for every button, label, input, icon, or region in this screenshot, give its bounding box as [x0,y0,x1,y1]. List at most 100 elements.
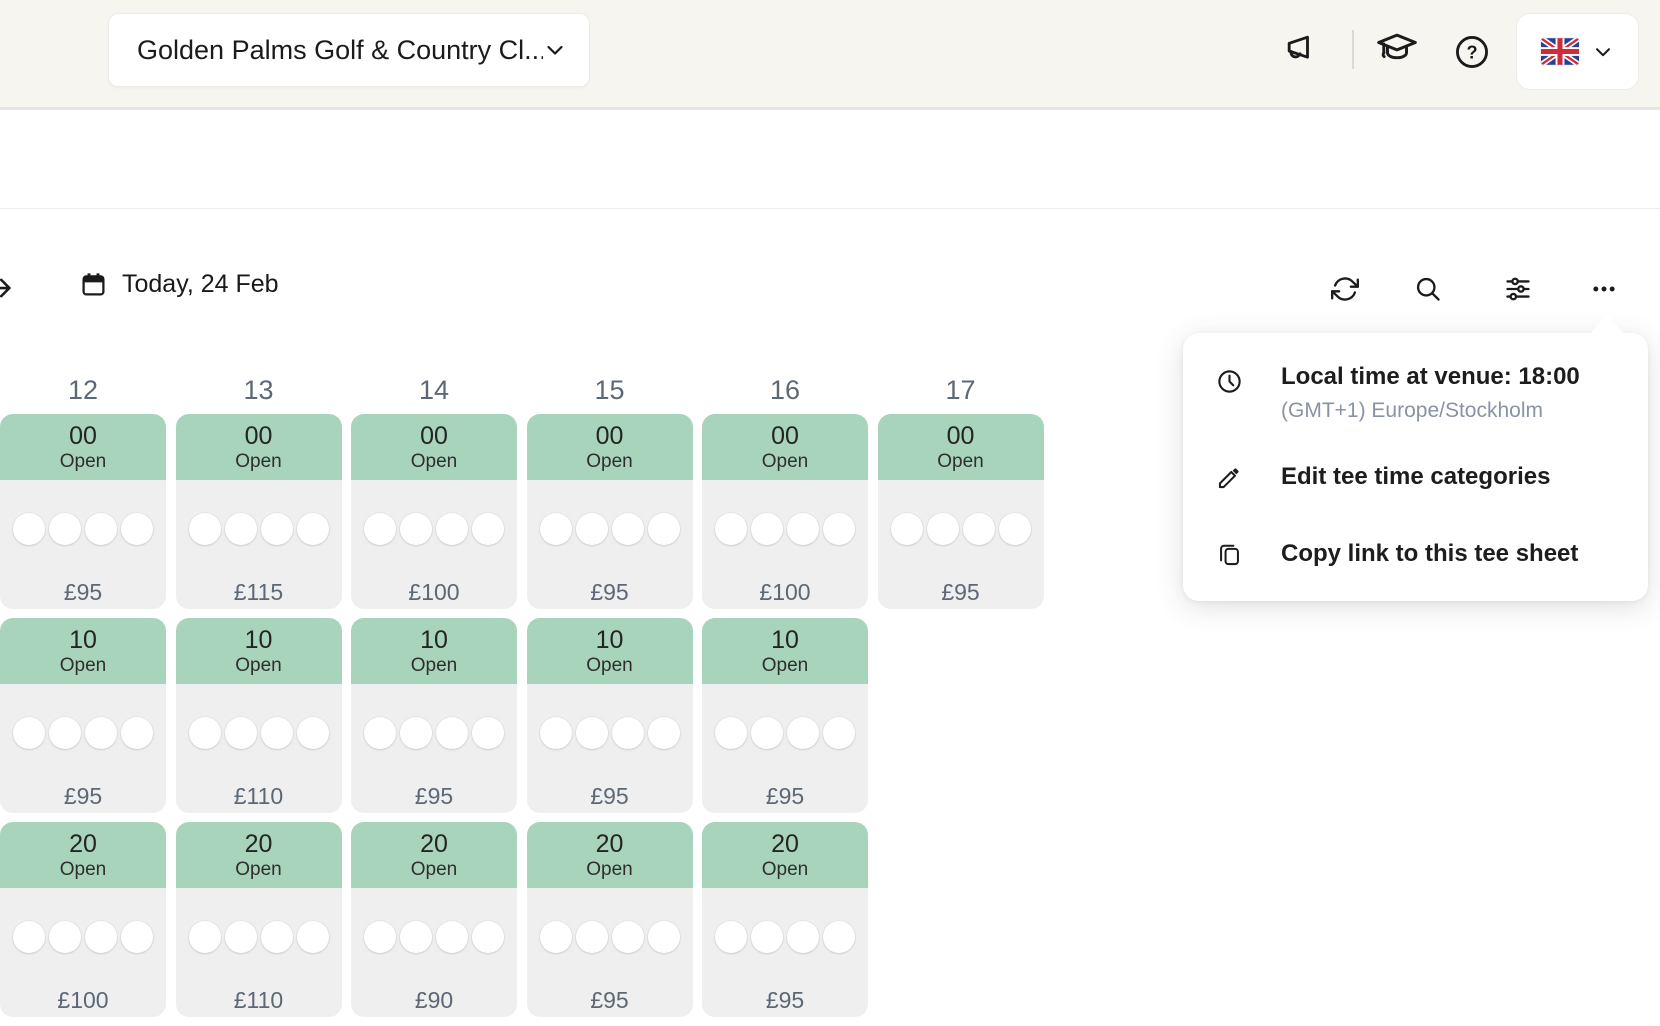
empty-spot-circle[interactable] [260,513,293,545]
empty-spot-circle[interactable] [49,921,81,953]
empty-spot-circle[interactable] [611,717,644,749]
empty-spot-circle[interactable] [823,717,855,749]
empty-spot-circle[interactable] [715,513,747,545]
language-selector[interactable] [1516,13,1639,90]
empty-spot-circle[interactable] [436,921,468,953]
empty-spot-circle[interactable] [400,921,432,953]
tee-time-slot-17:00[interactable]: 00 Open £95 [877,414,1044,609]
date-picker-button[interactable]: Today, 24 Feb [80,270,279,299]
empty-spot-circle[interactable] [85,717,117,749]
empty-spot-circle[interactable] [188,513,221,545]
empty-spot-circle[interactable] [998,513,1031,545]
empty-spot-circle[interactable] [647,717,680,749]
tee-time-slot-14:10[interactable]: 10 Open £95 [351,618,517,813]
empty-spot-circle[interactable] [751,921,783,953]
empty-spot-circle[interactable] [926,513,959,545]
empty-spot-circle[interactable] [85,921,117,953]
tee-time-slot-14:00[interactable]: 00 Open £100 [351,414,517,609]
empty-spot-circle[interactable] [85,513,117,545]
venue-selector-label: Golden Palms Golf & Country Cl... [137,34,543,65]
expand-sidebar-button[interactable] [0,273,15,303]
empty-spot-circle[interactable] [715,717,747,749]
tee-time-slot-15:20[interactable]: 20 Open £95 [526,822,693,1017]
empty-spot-circle[interactable] [472,717,504,749]
empty-spot-circle[interactable] [224,921,257,953]
empty-spot-circle[interactable] [472,513,504,545]
tee-time-slot-12:10[interactable]: 10 Open £95 [0,618,166,813]
empty-spot-circle[interactable] [296,513,329,545]
empty-spot-circle[interactable] [472,921,504,953]
empty-spot-circle[interactable] [611,921,644,953]
empty-spot-circle[interactable] [188,921,221,953]
menu-item-edit-tee-time-categories[interactable]: Edit tee time categories [1216,463,1550,491]
academy-button[interactable] [1375,26,1419,70]
empty-spot-circle[interactable] [224,513,257,545]
empty-spot-circle[interactable] [400,717,432,749]
booking-spots [527,921,693,953]
empty-spot-circle[interactable] [962,513,995,545]
venue-selector[interactable]: Golden Palms Golf & Country Cl... [108,13,590,87]
empty-spot-circle[interactable] [49,513,81,545]
empty-spot-circle[interactable] [13,717,45,749]
empty-spot-circle[interactable] [539,513,572,545]
empty-spot-circle[interactable] [823,921,855,953]
empty-spot-circle[interactable] [364,921,396,953]
empty-spot-circle[interactable] [13,921,45,953]
empty-spot-circle[interactable] [611,513,644,545]
tee-time-slot-15:10[interactable]: 10 Open £95 [526,618,693,813]
empty-spot-circle[interactable] [715,921,747,953]
empty-spot-circle[interactable] [436,513,468,545]
empty-spot-circle[interactable] [400,513,432,545]
tee-time-slot-16:10[interactable]: 10 Open £95 [702,618,868,813]
empty-spot-circle[interactable] [751,717,783,749]
filters-button[interactable] [1504,275,1532,303]
more-options-button[interactable] [1590,275,1618,303]
empty-spot-circle[interactable] [224,717,257,749]
empty-spot-circle[interactable] [296,717,329,749]
tee-time-slot-13:10[interactable]: 10 Open £110 [175,618,342,813]
search-button[interactable] [1414,275,1442,303]
tee-time-slot-16:00[interactable]: 00 Open £100 [702,414,868,609]
empty-spot-circle[interactable] [539,717,572,749]
empty-spot-circle[interactable] [49,717,81,749]
empty-spot-circle[interactable] [575,921,608,953]
empty-spot-circle[interactable] [121,921,153,953]
empty-spot-circle[interactable] [787,921,819,953]
empty-spot-circle[interactable] [364,513,396,545]
more-options-icon [1590,275,1618,303]
help-button[interactable]: ? [1453,33,1491,71]
empty-spot-circle[interactable] [188,717,221,749]
empty-spot-circle[interactable] [260,717,293,749]
empty-spot-circle[interactable] [13,513,45,545]
slot-status: Open [586,654,633,676]
empty-spot-circle[interactable] [647,921,680,953]
empty-spot-circle[interactable] [296,921,329,953]
tee-time-slot-14:20[interactable]: 20 Open £90 [351,822,517,1017]
tee-time-slot-13:20[interactable]: 20 Open £110 [175,822,342,1017]
tee-time-slot-12:20[interactable]: 20 Open £100 [0,822,166,1017]
empty-spot-circle[interactable] [823,513,855,545]
empty-spot-circle[interactable] [647,513,680,545]
refresh-button[interactable] [1331,275,1359,303]
empty-spot-circle[interactable] [121,717,153,749]
empty-spot-circle[interactable] [575,717,608,749]
empty-spot-circle[interactable] [787,717,819,749]
empty-spot-circle[interactable] [364,717,396,749]
tee-time-slot-12:00[interactable]: 00 Open £95 [0,414,166,609]
empty-spot-circle[interactable] [436,717,468,749]
tee-time-slot-13:00[interactable]: 00 Open £115 [175,414,342,609]
tee-time-slot-16:20[interactable]: 20 Open £95 [702,822,868,1017]
announcements-button[interactable] [1280,28,1320,68]
empty-spot-circle[interactable] [539,921,572,953]
empty-spot-circle[interactable] [575,513,608,545]
tee-time-slot-15:00[interactable]: 00 Open £95 [526,414,693,609]
empty-spot-circle[interactable] [890,513,923,545]
empty-spot-circle[interactable] [260,921,293,953]
menu-item-copy-link[interactable]: Copy link to this tee sheet [1216,540,1578,568]
empty-spot-circle[interactable] [121,513,153,545]
slot-header: 00 Open [877,414,1044,480]
booking-spots [176,513,342,545]
chevron-down-icon [543,38,567,62]
empty-spot-circle[interactable] [751,513,783,545]
empty-spot-circle[interactable] [787,513,819,545]
